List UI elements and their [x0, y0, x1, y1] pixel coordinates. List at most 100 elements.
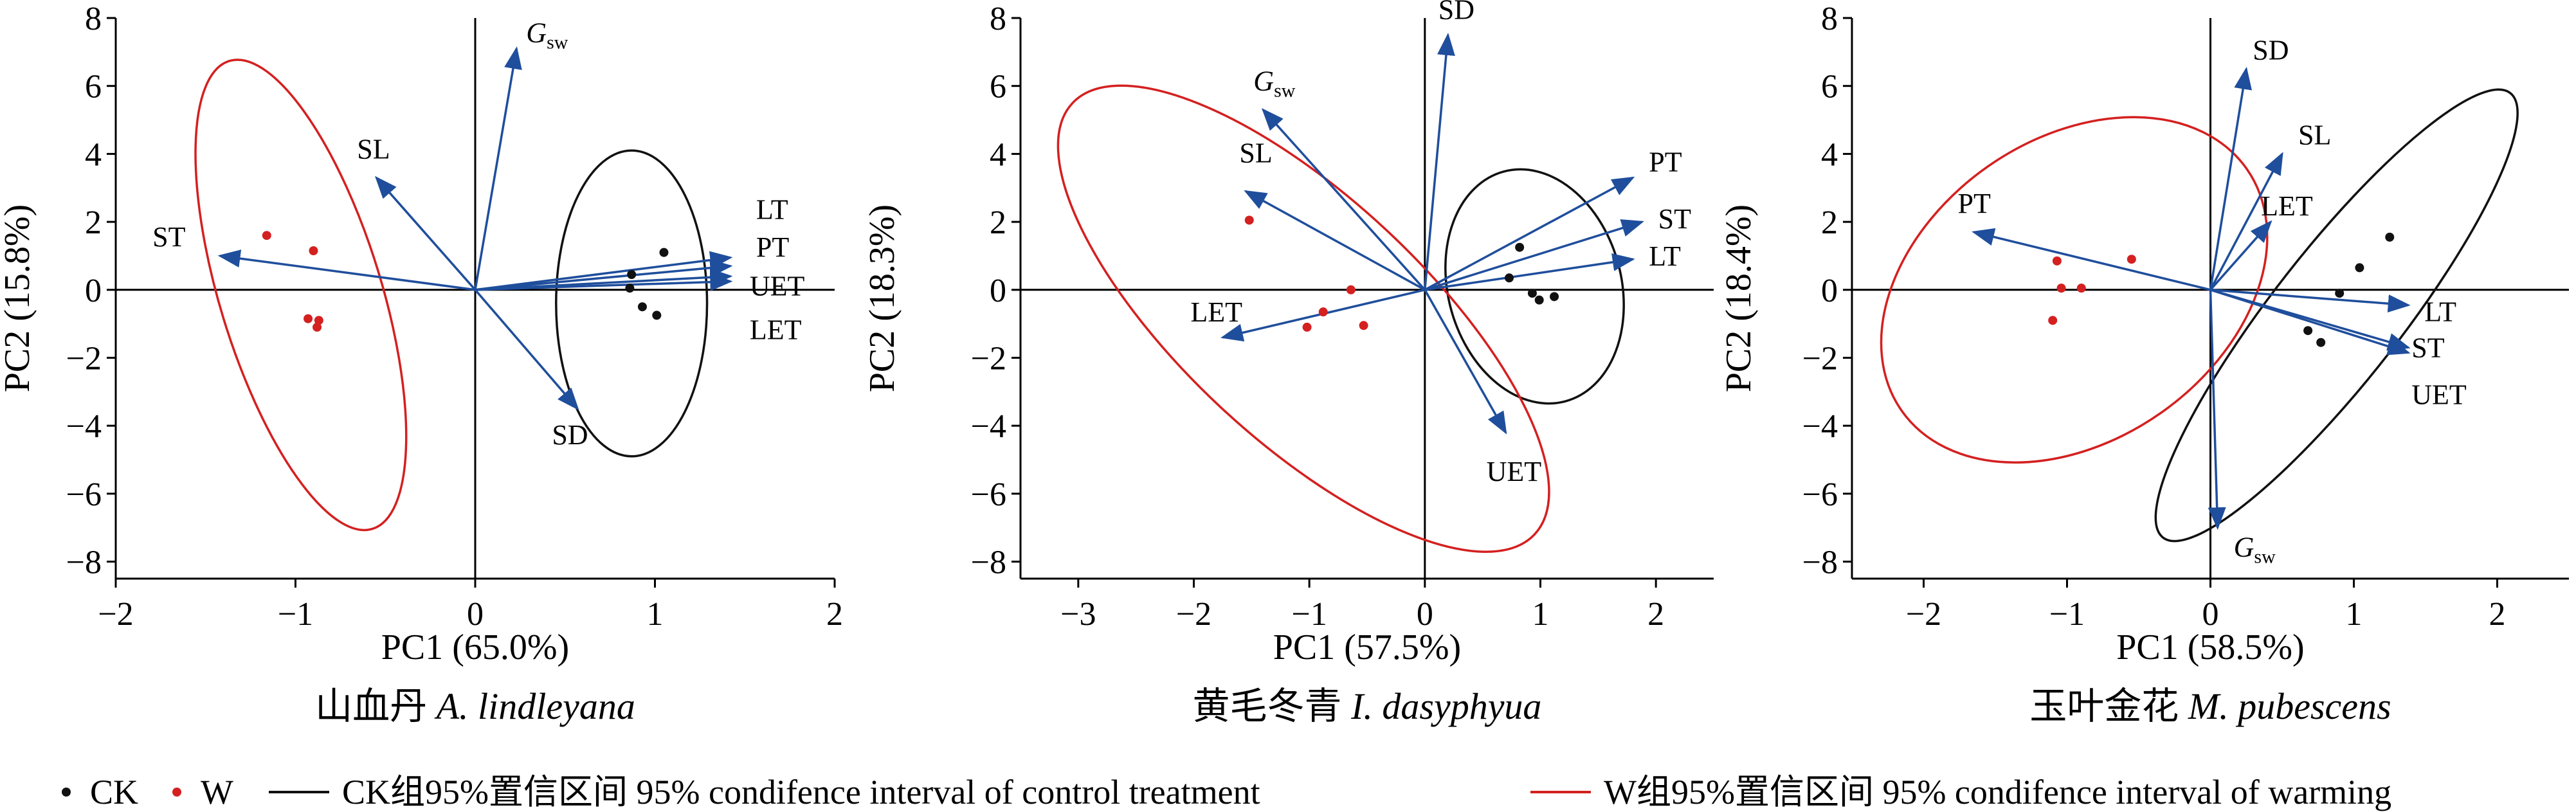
x-tick-label: 1 [647, 596, 664, 633]
y-tick-label: −2 [66, 340, 102, 377]
w-confidence-ellipse [1057, 84, 1550, 553]
w-point [314, 316, 323, 325]
x-tick-label: 0 [1417, 596, 1433, 633]
x-tick-label: 2 [826, 596, 843, 633]
x-axis-label: PC1 (65.0%) [381, 627, 569, 667]
ck-point [2385, 232, 2395, 242]
ck-point [637, 302, 647, 312]
y-tick-label: −2 [1802, 340, 1838, 377]
vector-label-let: LET [750, 314, 802, 346]
vector-label-st: ST [1658, 203, 1691, 235]
legend-ck-ellipse-text: CK组95%置信区间 95% condifence interval of co… [342, 773, 1260, 811]
ck-point [1515, 242, 1525, 252]
y-tick-label: −6 [66, 476, 102, 513]
w-point [2056, 284, 2066, 293]
legend-ck-marker [62, 788, 71, 797]
vector-label-sl: SL [1239, 138, 1272, 169]
ck-point [625, 284, 635, 293]
vector-label-let: LET [1190, 296, 1242, 328]
x-tick-label: −2 [98, 596, 133, 633]
vector-label-lt: LT [756, 194, 788, 226]
ck-point [1504, 273, 1514, 283]
loading-vector-pt [475, 258, 733, 291]
x-tick-label: 1 [2346, 596, 2363, 633]
loading-vector-sd [474, 289, 579, 411]
x-tick-label: −2 [1176, 596, 1211, 633]
vector-label-let: LET [2261, 190, 2313, 222]
y-tick-label: −8 [66, 545, 102, 581]
panel-title: 黄毛冬青 I. dasyphyua [1193, 685, 1542, 727]
y-tick-label: 0 [85, 273, 102, 309]
vector-label-uet: UET [750, 271, 805, 302]
w-point [2052, 256, 2062, 266]
y-tick-label: 6 [85, 69, 102, 105]
x-tick-label: −1 [278, 596, 313, 633]
legend-w-ellipse-text: W组95%置信区间 95% condifence interval of war… [1604, 773, 2391, 811]
loading-vector-sd [1424, 32, 1455, 290]
w-confidence-ellipse [194, 59, 408, 532]
ck-point [2355, 263, 2364, 273]
y-tick-label: 6 [990, 69, 1006, 105]
y-tick-label: −8 [971, 545, 1006, 581]
panel-m-pubescens: −8 −6 −4 −2 0 2 4 6 8 −2 −1 0 1 2 PC1 (58.5%) PC2 (18.4… [1719, 1, 2569, 727]
vector-label-uet: UET [1487, 456, 1542, 487]
ck-point [1527, 289, 1537, 298]
y-tick-label: 4 [1821, 136, 1838, 173]
vector-label-uet: UET [2411, 379, 2467, 411]
vector-label-sl: SL [357, 133, 390, 165]
vector-label-gsw: Gsw [1253, 66, 1295, 102]
loading-vector-pt [1424, 176, 1635, 291]
vector-label-pt: PT [756, 231, 789, 263]
x-tick-label: 2 [1647, 596, 1664, 633]
y-axis-label: PC2 (18.3%) [862, 204, 902, 392]
vector-label-st: ST [2411, 332, 2444, 364]
w-point [304, 314, 313, 323]
y-tick-label: 8 [990, 1, 1006, 37]
w-point [262, 231, 271, 240]
ck-confidence-ellipse [2154, 88, 2519, 543]
y-tick-label: 2 [1821, 204, 1838, 241]
ck-confidence-ellipse [555, 149, 709, 458]
ck-point [627, 270, 637, 280]
y-tick-label: −6 [1802, 476, 1838, 513]
legend-ck-label: CK [90, 773, 138, 811]
loading-vector-st [217, 249, 476, 291]
ck-point [652, 311, 662, 320]
panel-title: 山血丹 A. lindleyana [315, 685, 635, 727]
loading-vector-lt [475, 251, 733, 291]
x-tick-label: 0 [2202, 596, 2219, 633]
x-tick-label: 2 [2489, 596, 2506, 633]
w-point [2048, 316, 2058, 325]
ck-point [1534, 295, 1544, 305]
w-point [2076, 284, 2086, 293]
y-tick-label: 8 [85, 1, 102, 37]
ck-point [2303, 326, 2313, 336]
y-tick-label: 0 [990, 273, 1006, 309]
vector-label-sd: SD [2253, 34, 2289, 66]
vector-label-sl: SL [2298, 119, 2331, 150]
vector-label-pt: PT [1958, 188, 1991, 219]
y-tick-label: 0 [1821, 273, 1838, 309]
loading-vector-gsw [1261, 108, 1426, 291]
x-tick-label: −1 [1292, 596, 1327, 633]
w-confidence-ellipse [1880, 116, 2269, 464]
vector-label-sd: SD [552, 419, 588, 451]
w-point [1244, 215, 1254, 225]
w-point [1346, 285, 1356, 294]
ck-point [1550, 292, 1559, 302]
loading-vector-uet [1424, 289, 1507, 435]
w-point [2127, 255, 2136, 264]
w-point [1302, 322, 1312, 332]
ck-point [2316, 338, 2326, 347]
vector-label-lt: LT [2424, 296, 2456, 328]
loading-vector-st [1424, 219, 1644, 291]
x-tick-label: −1 [2049, 596, 2085, 633]
x-tick-label: 1 [1532, 596, 1549, 633]
y-tick-label: −4 [971, 408, 1006, 445]
vector-label-st: ST [152, 221, 185, 253]
x-tick-label: −2 [1906, 596, 1941, 633]
x-tick-label: −3 [1060, 596, 1096, 633]
loading-vector-let [475, 273, 733, 291]
ck-point [659, 248, 669, 257]
y-tick-label: −2 [971, 340, 1006, 377]
